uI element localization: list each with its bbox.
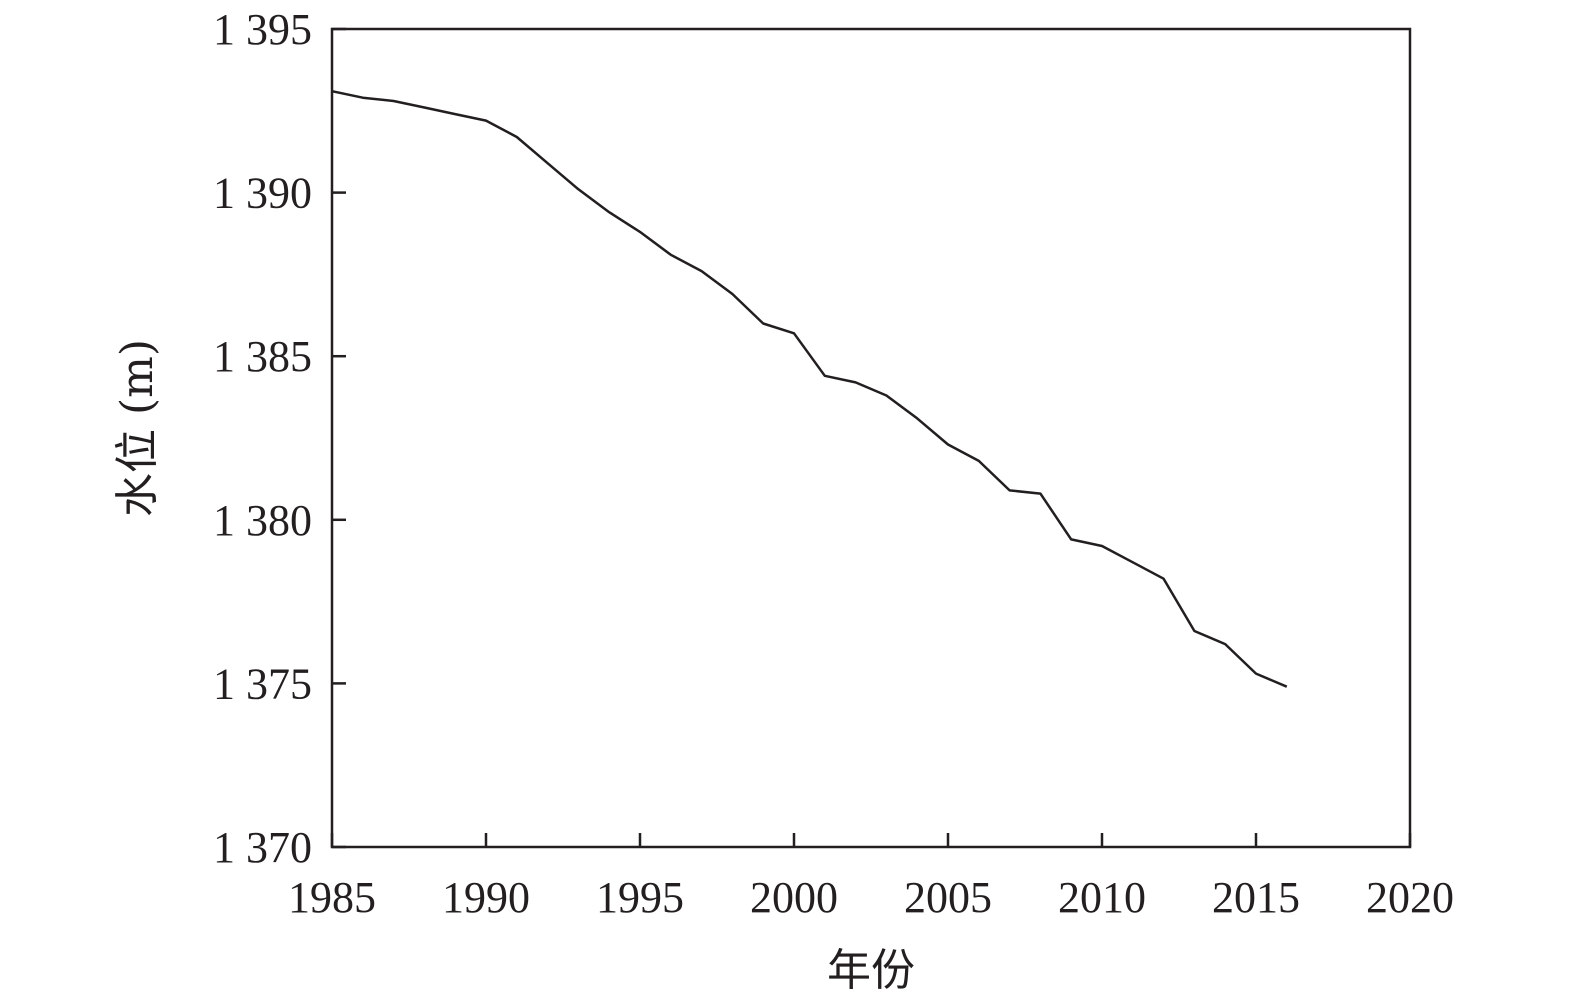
y-tick-label: 1 375: [213, 659, 312, 708]
y-tick-label: 1 370: [213, 823, 312, 872]
y-axis-ticks: 1 370 1 375 1 380 1 385 1 390 1 395: [213, 5, 346, 872]
x-axis-ticks: 1985 1990 1995 2000 2005 2010 2015 2020: [288, 833, 1454, 922]
x-tick-label: 1995: [596, 873, 684, 922]
x-tick-label: 1985: [288, 873, 376, 922]
y-tick-label: 1 390: [213, 169, 312, 218]
plot-frame: [330, 27, 1412, 849]
x-tick-label: 2005: [904, 873, 992, 922]
x-axis-title: 年份: [827, 945, 915, 996]
x-tick-label: 2020: [1366, 873, 1454, 922]
water-level-line: [331, 89, 1288, 688]
x-tick-label: 1990: [442, 873, 530, 922]
plot-border: [330, 27, 1412, 849]
y-tick-label: 1 380: [213, 496, 312, 545]
y-tick-label: 1 385: [213, 332, 312, 381]
x-tick-label: 2010: [1058, 873, 1146, 922]
y-axis-title: 水位 (m): [112, 339, 163, 517]
x-tick-label: 2000: [750, 873, 838, 922]
series-layer: [331, 89, 1288, 688]
y-tick-label: 1 395: [213, 5, 312, 54]
x-tick-label: 2015: [1212, 873, 1300, 922]
